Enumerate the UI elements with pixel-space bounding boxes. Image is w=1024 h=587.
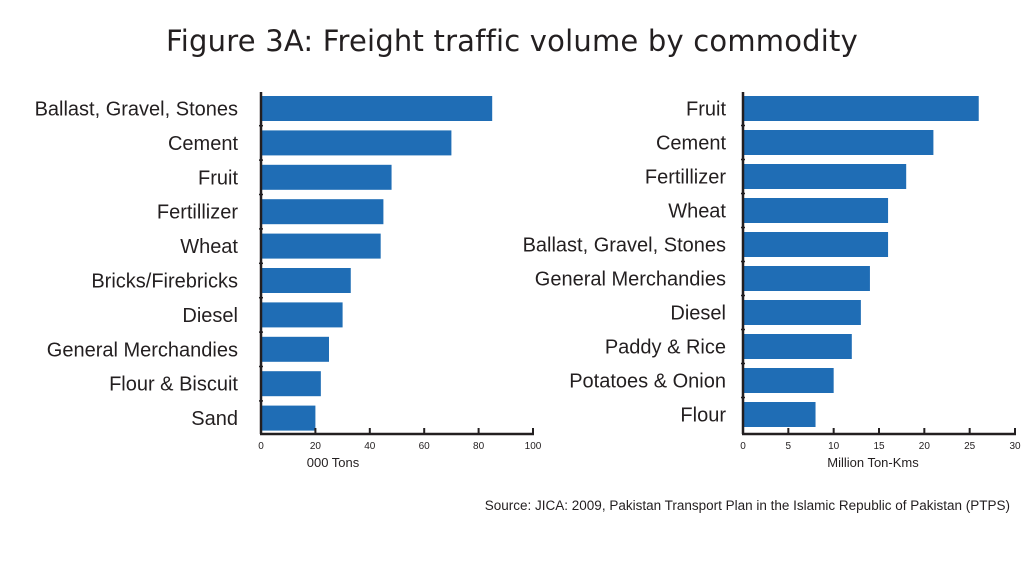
right-category-label: Wheat	[668, 201, 726, 223]
right-x-tick-label: 0	[740, 441, 746, 452]
left-bar	[261, 371, 321, 397]
right-category-label: Cement	[656, 133, 726, 155]
left-category-label: General Merchandies	[47, 339, 238, 361]
left-category-label: Fertillizer	[157, 202, 238, 224]
left-x-tick-label: 20	[310, 441, 322, 452]
left-x-tick-label: 0	[258, 441, 264, 452]
left-bar	[261, 130, 452, 156]
left-category-label: Fruit	[198, 167, 238, 189]
right-x-tick-label: 20	[919, 441, 931, 452]
left-x-tick-label: 40	[364, 441, 376, 452]
left-category-label: Bricks/Firebricks	[91, 271, 238, 293]
right-category-label: Fertillizer	[645, 167, 726, 189]
left-x-tick-label: 60	[419, 441, 431, 452]
chart-title: Figure 3A: Freight traffic volume by com…	[166, 24, 858, 58]
left-bar	[261, 302, 343, 328]
left-bar	[261, 233, 381, 259]
right-x-tick-label: 5	[786, 441, 792, 452]
right-category-label: Potatoes & Onion	[569, 371, 726, 393]
chart-tons: Ballast, Gravel, Stones Cement Fruit Fertil…	[35, 92, 542, 470]
chart-ton-kms: Fruit Cement Fertillizer Wheat Ballast, Grav…	[523, 92, 1021, 470]
right-bar	[743, 232, 889, 257]
right-category-label: General Merchandies	[535, 269, 726, 291]
left-category-label: Ballast, Gravel, Stones	[35, 99, 238, 121]
right-bar	[743, 130, 934, 155]
right-bar	[743, 334, 852, 359]
right-bar	[743, 266, 870, 291]
left-category-label: Diesel	[182, 305, 238, 327]
left-bar	[261, 199, 384, 225]
right-bar	[743, 164, 907, 189]
right-x-tick-label: 10	[828, 441, 840, 452]
left-category-label: Wheat	[180, 236, 238, 258]
left-category-label: Flour & Biscuit	[109, 374, 238, 396]
right-bar	[743, 96, 979, 121]
left-category-label: Sand	[191, 408, 238, 430]
right-x-axis-title: Million Ton-Kms	[827, 455, 919, 470]
left-category-label: Cement	[168, 133, 238, 155]
right-x-tick-label: 15	[873, 441, 885, 452]
right-bar	[743, 300, 861, 325]
left-bar	[261, 405, 316, 431]
source-note: Source: JICA: 2009, Pakistan Transport P…	[484, 498, 1010, 513]
left-bar	[261, 164, 392, 190]
right-bar	[743, 368, 834, 393]
right-category-label: Paddy & Rice	[605, 337, 726, 359]
right-bar	[743, 402, 816, 427]
right-category-label: Flour	[680, 405, 726, 427]
right-category-label: Ballast, Gravel, Stones	[523, 235, 726, 257]
left-bar	[261, 268, 351, 293]
left-x-axis-title: 000 Tons	[307, 455, 360, 470]
left-bar	[261, 96, 493, 121]
left-x-tick-label: 80	[473, 441, 485, 452]
left-x-tick-label: 100	[525, 441, 542, 452]
right-category-label: Diesel	[670, 303, 726, 325]
right-x-tick-label: 30	[1009, 441, 1021, 452]
left-bar	[261, 336, 329, 362]
right-x-tick-label: 25	[964, 441, 976, 452]
right-category-label: Fruit	[686, 99, 726, 121]
right-bar	[743, 198, 889, 223]
